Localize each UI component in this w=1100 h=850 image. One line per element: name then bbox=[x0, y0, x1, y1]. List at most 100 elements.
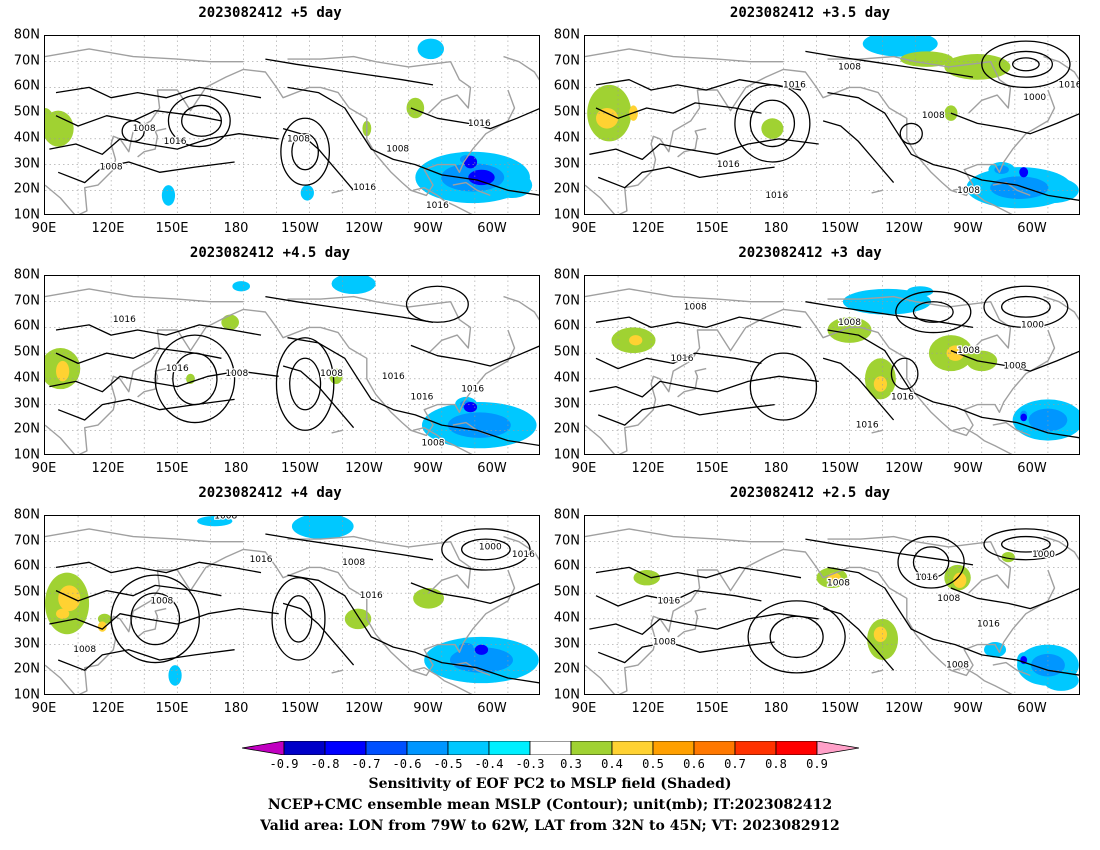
lat-tick-label: 70N bbox=[13, 53, 40, 69]
lat-tick-label: 50N bbox=[553, 584, 580, 600]
lat-tick-label: 30N bbox=[13, 396, 40, 412]
colorbar-tick-label: -0.9 bbox=[269, 757, 299, 771]
mslp-contour bbox=[950, 587, 1079, 610]
lon-tick-label: 60W bbox=[477, 221, 507, 236]
mslp-contour bbox=[827, 91, 1079, 201]
map-plot-area: 1008 1008 1000 1016 1016 1016 1008 1008 bbox=[44, 515, 540, 695]
lat-tick-label: 50N bbox=[13, 104, 40, 120]
mslp-contour bbox=[595, 316, 802, 329]
mslp-contour bbox=[950, 112, 1079, 135]
map-panel: 2023082412 +4 day 80N 70N 60N 50N 40N 30N 20N 10… bbox=[0, 485, 540, 725]
map-plot-area: 1008 1008 1000 1016 1008 1016 1016 1008 bbox=[584, 275, 1080, 455]
sensitivity-positive-area bbox=[413, 588, 445, 609]
mslp-contour bbox=[589, 613, 819, 635]
mslp-contour bbox=[265, 58, 434, 86]
colorbar-box bbox=[488, 741, 531, 755]
sensitivity-strong-negative bbox=[463, 155, 478, 169]
contour-label: 1016 bbox=[411, 392, 434, 402]
mslp-contour-closed bbox=[130, 592, 181, 646]
sensitivity-strong-negative bbox=[1020, 413, 1027, 422]
colorbar-tick-label: 0.9 bbox=[806, 757, 828, 771]
lon-tick-label: 90W bbox=[413, 461, 443, 476]
lat-tick-label: 80N bbox=[13, 267, 40, 283]
contour-label: 1016 bbox=[671, 354, 694, 364]
lat-tick-label: 20N bbox=[13, 421, 40, 437]
colorbar bbox=[242, 741, 859, 755]
contour-label: 1016 bbox=[164, 137, 187, 147]
mslp-contour bbox=[410, 582, 539, 605]
lon-tick-label: 90W bbox=[413, 701, 443, 716]
coastline bbox=[1043, 55, 1079, 81]
coastline bbox=[137, 127, 167, 158]
coastline bbox=[827, 55, 1012, 114]
contour-label: 1016 bbox=[977, 620, 1000, 630]
mslp-contour-closed bbox=[110, 574, 200, 664]
mslp-contour-closed bbox=[983, 528, 1069, 561]
colorbar-tick-label: 0.5 bbox=[642, 757, 664, 771]
mslp-contour-closed bbox=[747, 600, 846, 674]
mslp-contour-closed bbox=[291, 133, 320, 171]
contour-label: 1016 bbox=[657, 596, 680, 606]
coastline bbox=[45, 48, 244, 63]
coastline bbox=[585, 68, 1056, 214]
mslp-contour bbox=[822, 120, 895, 184]
coastline bbox=[412, 426, 473, 454]
lat-tick-label: 40N bbox=[13, 610, 40, 626]
map-panel: 2023082412 +3.5 day 80N 70N 60N 50N 40N 30N 20N… bbox=[540, 5, 1080, 245]
mslp-contour bbox=[410, 107, 539, 130]
lon-tick-label: 60W bbox=[477, 701, 507, 716]
sensitivity-negative-core bbox=[447, 412, 511, 438]
mslp-contour bbox=[597, 641, 775, 664]
mslp-contour-closed bbox=[749, 352, 818, 421]
lon-tick-label: 120W bbox=[345, 221, 383, 236]
contour-label: 1008 bbox=[1003, 362, 1026, 372]
mslp-contour bbox=[822, 357, 895, 421]
lat-tick-label: 30N bbox=[13, 636, 40, 652]
contour-label: 1016 bbox=[360, 591, 383, 601]
panel-title: 2023082412 +5 day bbox=[198, 5, 342, 21]
map-plot-area: 1008 1016 1008 1016 1016 1008 1016 1008 bbox=[44, 35, 540, 215]
contour-label: 1008 bbox=[386, 145, 409, 155]
mslp-contour bbox=[57, 161, 235, 184]
lat-tick-label: 60N bbox=[553, 318, 580, 334]
contour-label: 1016 bbox=[113, 315, 136, 325]
mslp-contour-closed bbox=[890, 357, 919, 390]
lat-tick-label: 20N bbox=[553, 661, 580, 677]
lat-tick-label: 60N bbox=[13, 78, 40, 94]
colorbar-tick-label: -0.3 bbox=[515, 757, 545, 771]
map-canvas: 1008 1008 1000 1016 1008 1016 1016 1008 bbox=[585, 276, 1079, 454]
contour-label: 1016 bbox=[1059, 80, 1080, 90]
mslp-contour-closed bbox=[912, 301, 954, 323]
sensitivity-negative-area bbox=[291, 516, 354, 540]
lat-tick-label: 80N bbox=[13, 507, 40, 523]
lon-tick-label: 180 bbox=[223, 221, 249, 236]
colorbar-box bbox=[652, 741, 695, 755]
coastline bbox=[677, 607, 707, 638]
contour-label: 1000 bbox=[1032, 550, 1055, 560]
lon-tick-label: 150W bbox=[821, 221, 859, 236]
lat-tick-label: 10N bbox=[13, 687, 40, 703]
coastline bbox=[331, 189, 343, 194]
sensitivity-positive-area bbox=[761, 118, 784, 139]
map-canvas: 1008 1016 1008 1016 1016 1008 1016 1008 bbox=[45, 36, 539, 214]
sensitivity-positive-area bbox=[633, 570, 660, 586]
coastline bbox=[137, 607, 167, 638]
coastline bbox=[287, 535, 472, 594]
contour-label: 1016 bbox=[382, 372, 405, 382]
mslp-contour-closed bbox=[998, 50, 1053, 78]
lon-tick-label: 60W bbox=[477, 461, 507, 476]
lat-tick-label: 70N bbox=[13, 293, 40, 309]
coastline bbox=[871, 189, 883, 194]
contour-label: 1016 bbox=[783, 80, 806, 90]
lat-tick-label: 40N bbox=[553, 610, 580, 626]
lon-tick-label: 90E bbox=[31, 701, 57, 716]
coastline bbox=[503, 535, 539, 561]
contour-label: 1000 bbox=[1023, 93, 1046, 103]
lon-tick-label: 180 bbox=[763, 701, 789, 716]
mslp-contour bbox=[57, 398, 235, 421]
sensitivity-positive-area bbox=[344, 608, 372, 630]
coastline bbox=[45, 68, 516, 214]
coastline bbox=[827, 535, 1012, 594]
coastline bbox=[871, 429, 883, 434]
mslp-contour bbox=[597, 403, 775, 426]
